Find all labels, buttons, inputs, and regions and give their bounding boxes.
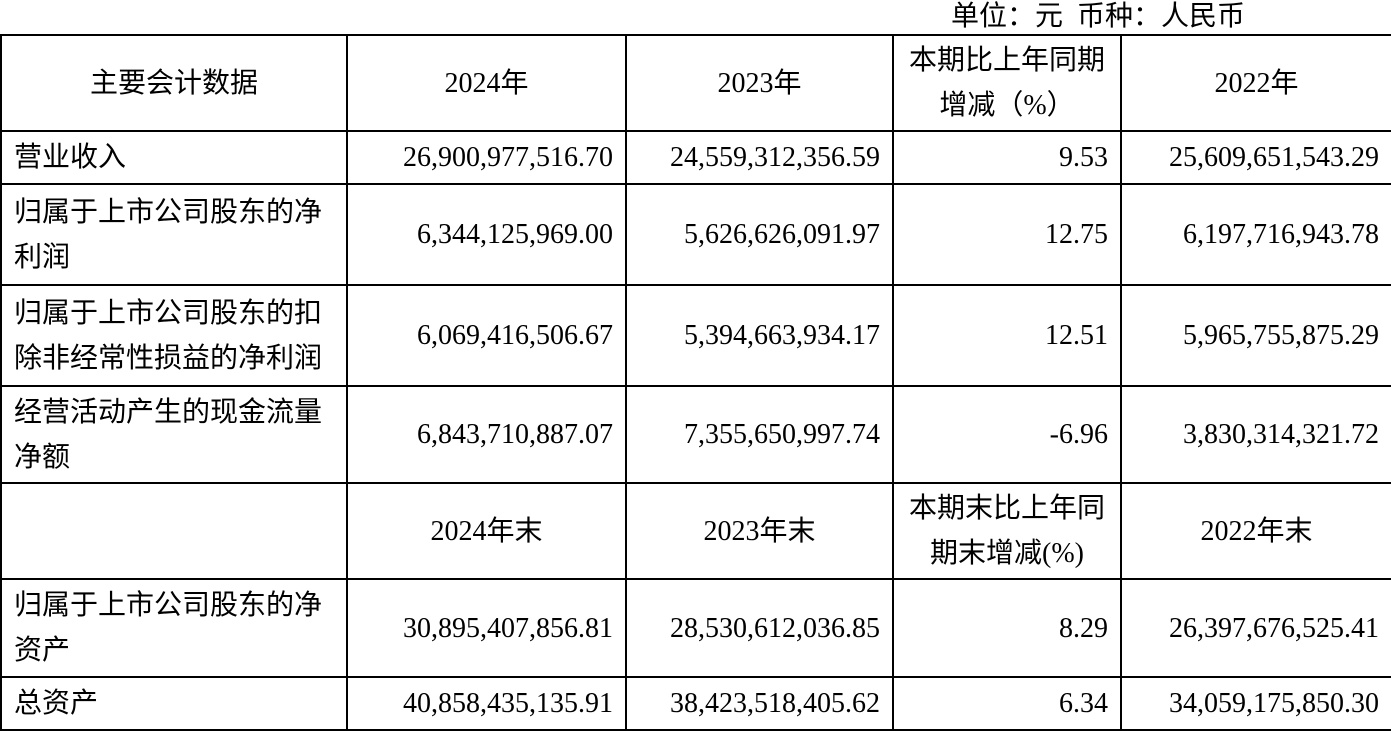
value-2024-cell: 6,843,710,887.07 bbox=[346, 385, 627, 484]
metric-label-cell: 总资产 bbox=[0, 676, 348, 731]
table-row-operating-revenue: 营业收入 26,900,977,516.70 24,559,312,356.59… bbox=[0, 130, 1391, 185]
value-2022-cell: 6,197,716,943.78 bbox=[1120, 183, 1391, 286]
value-2024-cell: 30,895,407,856.81 bbox=[346, 578, 627, 678]
value-2023-cell: 5,626,626,091.97 bbox=[625, 183, 894, 286]
key-accounting-data-table: 主要会计数据 2024年 2023年 本期比上年同期 增减（%） 2022年 营… bbox=[0, 34, 1391, 731]
value-2022-cell: 5,965,755,875.29 bbox=[1120, 284, 1391, 387]
end-2022-header-cell: 2022年末 bbox=[1120, 482, 1391, 580]
metric-label-cell: 经营活动产生的现金流量 净额 bbox=[0, 385, 348, 484]
end-change-header-cell: 本期末比上年同 期末增减(%) bbox=[892, 482, 1122, 580]
change-pct-cell: 8.29 bbox=[892, 578, 1122, 678]
table-row-operating-cash-flow: 经营活动产生的现金流量 净额 6,843,710,887.07 7,355,65… bbox=[0, 385, 1391, 484]
end-of-period-header-row: 2024年末 2023年末 本期末比上年同 期末增减(%) 2022年末 bbox=[0, 482, 1391, 580]
year-2022-header-cell: 2022年 bbox=[1120, 34, 1391, 132]
value-2023-cell: 28,530,612,036.85 bbox=[625, 578, 894, 678]
value-2023-cell: 5,394,663,934.17 bbox=[625, 284, 894, 387]
value-2022-cell: 34,059,175,850.30 bbox=[1120, 676, 1391, 731]
metric-label-cell: 营业收入 bbox=[0, 130, 348, 185]
value-2024-cell: 6,069,416,506.67 bbox=[346, 284, 627, 387]
annual-header-row: 主要会计数据 2024年 2023年 本期比上年同期 增减（%） 2022年 bbox=[0, 34, 1391, 132]
value-2023-cell: 38,423,518,405.62 bbox=[625, 676, 894, 731]
value-2022-cell: 26,397,676,525.41 bbox=[1120, 578, 1391, 678]
end-2023-header-cell: 2023年末 bbox=[625, 482, 894, 580]
yoy-change-header-cell: 本期比上年同期 增减（%） bbox=[892, 34, 1122, 132]
change-pct-cell: -6.96 bbox=[892, 385, 1122, 484]
value-2022-cell: 3,830,314,321.72 bbox=[1120, 385, 1391, 484]
change-pct-cell: 6.34 bbox=[892, 676, 1122, 731]
change-pct-cell: 12.75 bbox=[892, 183, 1122, 286]
value-2022-cell: 25,609,651,543.29 bbox=[1120, 130, 1391, 185]
metric-label-cell: 归属于上市公司股东的净 利润 bbox=[0, 183, 348, 286]
metric-header-empty-cell bbox=[0, 482, 348, 580]
year-2024-header-cell: 2024年 bbox=[346, 34, 627, 132]
end-2024-header-cell: 2024年末 bbox=[346, 482, 627, 580]
value-2023-cell: 24,559,312,356.59 bbox=[625, 130, 894, 185]
value-2023-cell: 7,355,650,997.74 bbox=[625, 385, 894, 484]
metric-label-cell: 归属于上市公司股东的净 资产 bbox=[0, 578, 348, 678]
year-2023-header-cell: 2023年 bbox=[625, 34, 894, 132]
change-pct-cell: 12.51 bbox=[892, 284, 1122, 387]
metric-header-cell: 主要会计数据 bbox=[0, 34, 348, 132]
table-row-net-assets: 归属于上市公司股东的净 资产 30,895,407,856.81 28,530,… bbox=[0, 578, 1391, 678]
table-row-net-profit: 归属于上市公司股东的净 利润 6,344,125,969.00 5,626,62… bbox=[0, 183, 1391, 286]
change-pct-cell: 9.53 bbox=[892, 130, 1122, 185]
value-2024-cell: 6,344,125,969.00 bbox=[346, 183, 627, 286]
value-2024-cell: 26,900,977,516.70 bbox=[346, 130, 627, 185]
value-2024-cell: 40,858,435,135.91 bbox=[346, 676, 627, 731]
table-row-deducted-net-profit: 归属于上市公司股东的扣 除非经常性损益的净利润 6,069,416,506.67… bbox=[0, 284, 1391, 387]
unit-currency-note: 单位：元 币种：人民币 bbox=[950, 1, 1245, 32]
metric-label-cell: 归属于上市公司股东的扣 除非经常性损益的净利润 bbox=[0, 284, 348, 387]
table-row-total-assets: 总资产 40,858,435,135.91 38,423,518,405.62 … bbox=[0, 676, 1391, 731]
